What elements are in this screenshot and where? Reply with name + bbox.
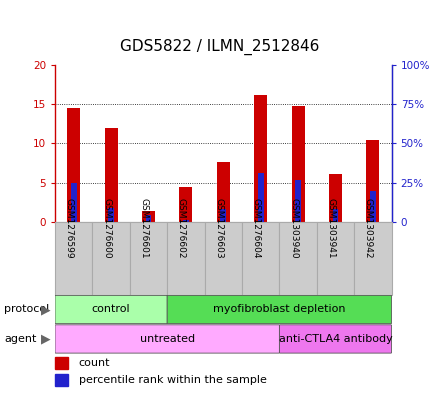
- Bar: [71, 183, 77, 222]
- FancyBboxPatch shape: [317, 222, 354, 295]
- Bar: [180, 187, 192, 222]
- FancyBboxPatch shape: [205, 222, 242, 295]
- Text: control: control: [92, 305, 130, 314]
- Bar: [217, 162, 230, 222]
- FancyBboxPatch shape: [279, 222, 317, 295]
- Text: ▶: ▶: [41, 303, 51, 316]
- Bar: [367, 140, 379, 222]
- Text: GSM1303940: GSM1303940: [289, 198, 298, 258]
- Bar: [67, 108, 80, 222]
- Bar: [333, 209, 338, 222]
- FancyBboxPatch shape: [167, 222, 205, 295]
- FancyBboxPatch shape: [354, 222, 392, 295]
- Text: protocol: protocol: [4, 305, 50, 314]
- FancyBboxPatch shape: [279, 325, 392, 353]
- Bar: [142, 211, 155, 222]
- Text: agent: agent: [4, 334, 37, 344]
- Text: GDS5822 / ILMN_2512846: GDS5822 / ILMN_2512846: [120, 39, 320, 55]
- Bar: [55, 357, 69, 369]
- FancyBboxPatch shape: [167, 296, 392, 324]
- FancyBboxPatch shape: [55, 222, 92, 295]
- Bar: [292, 106, 304, 222]
- FancyBboxPatch shape: [55, 325, 279, 353]
- Text: GSM1276604: GSM1276604: [252, 198, 260, 258]
- Text: count: count: [79, 358, 110, 368]
- Text: GSM1276600: GSM1276600: [102, 198, 111, 258]
- Bar: [220, 209, 226, 222]
- Text: untreated: untreated: [139, 334, 195, 344]
- Bar: [370, 191, 376, 222]
- Bar: [55, 374, 69, 386]
- Text: ▶: ▶: [41, 332, 51, 345]
- Bar: [183, 220, 189, 222]
- FancyBboxPatch shape: [130, 222, 167, 295]
- Bar: [254, 95, 267, 222]
- Text: GSM1276599: GSM1276599: [65, 198, 74, 258]
- Text: myofibroblast depletion: myofibroblast depletion: [213, 305, 346, 314]
- Bar: [258, 173, 264, 222]
- Bar: [146, 215, 151, 222]
- Text: GSM1303942: GSM1303942: [364, 198, 373, 258]
- Text: GSM1276601: GSM1276601: [139, 198, 149, 258]
- Bar: [329, 174, 342, 222]
- Text: percentile rank within the sample: percentile rank within the sample: [79, 375, 267, 385]
- Bar: [295, 180, 301, 222]
- FancyBboxPatch shape: [92, 222, 130, 295]
- Bar: [108, 208, 114, 222]
- FancyBboxPatch shape: [242, 222, 279, 295]
- Bar: [105, 128, 117, 222]
- Text: GSM1276602: GSM1276602: [177, 198, 186, 258]
- Text: GSM1276603: GSM1276603: [214, 198, 224, 258]
- Text: GSM1303941: GSM1303941: [326, 198, 336, 258]
- Text: anti-CTLA4 antibody: anti-CTLA4 antibody: [279, 334, 392, 344]
- FancyBboxPatch shape: [55, 296, 167, 324]
